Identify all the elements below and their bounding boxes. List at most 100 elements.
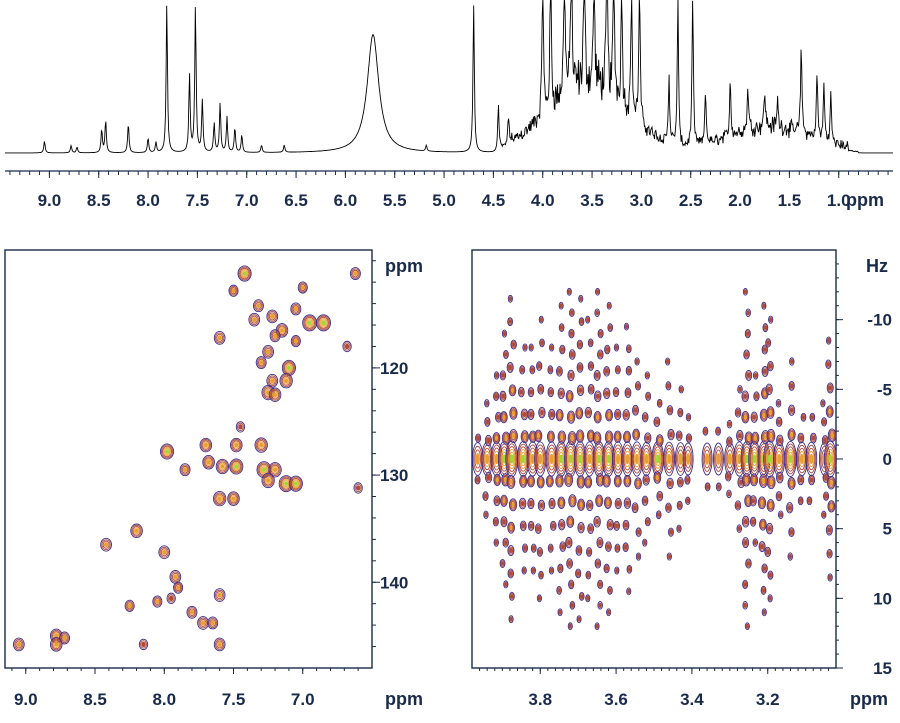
jres-multiplet-satellite [685,477,690,483]
jres-multiplet-satellite [557,563,564,574]
jres-multiplet-satellite [750,411,758,423]
jres-multiplet-satellite [828,478,834,487]
jres-multiplet-satellite [645,518,651,526]
jres-multiplet-satellite [736,524,742,533]
jres-multiplet-satellite [522,543,529,553]
jres-multiplet-satellite [539,317,543,323]
hsqc-peak [261,472,275,489]
jres-multiplet-satellite [535,432,541,440]
jres-multiplet-satellite [823,492,829,500]
jres-multiplet-satellite [578,501,584,509]
jres-multiplet-satellite [767,362,773,370]
jres-multiplet-center [774,444,785,474]
jres-multiplet-satellite [790,383,794,389]
jres-multiplet-satellite [827,500,836,513]
jres-multiplet-satellite [799,435,803,441]
jres-multiplet-satellite [500,516,508,528]
jres-multiplet-satellite [767,594,773,603]
jres-multiplet-satellite [594,391,601,401]
hsqc-peak [343,342,351,351]
jres-multiplet-satellite [787,477,796,490]
hsqc-peak [206,459,211,465]
jres-multiplet-satellite [522,343,528,352]
jres-multiplet-satellite [567,561,572,566]
jres-x-tick-label: 3.4 [680,690,704,709]
jres-multiplet-satellite [586,595,590,601]
hsqc-peak [271,331,279,340]
jres-multiplet-satellite [821,418,827,426]
jres-multiplet-satellite [677,526,681,532]
jres-multiplet-satellite [742,474,750,486]
jres-multiplet-satellite [826,382,834,394]
hsqc-peak [140,640,147,649]
hsqc-peak [49,637,63,652]
jres-multiplet-satellite [580,319,583,324]
jres-multiplet-satellite [633,407,638,413]
jres-multiplet-center [655,451,661,467]
jres-multiplet-satellite [666,383,670,389]
hsqc-peak [214,492,226,505]
jres-multiplet-satellite [499,370,507,381]
jres-multiplet-satellite [635,382,641,390]
hsqc-peak [260,466,268,474]
jres-multiplet-satellite [759,475,767,487]
hsqc-peak [62,635,67,641]
hsqc-peak [291,303,301,315]
hsqc-peak [351,268,360,279]
jres-multiplet-satellite [613,475,622,488]
hsqc-peak [231,439,242,452]
jres-multiplet-satellite [636,383,640,389]
jres-multiplet-satellite [742,537,750,549]
jres-multiplet-satellite [538,571,544,579]
hsqc-x-tick-label: 9.0 [14,690,38,709]
jres-multiplet-satellite [594,412,601,423]
jres-multiplet-satellite [484,512,488,518]
jres-multiplet-satellite [635,479,641,487]
jres-multiplet-satellite [727,439,732,445]
jres-multiplet-satellite [597,601,603,610]
jres-multiplet-satellite [529,389,533,395]
jres-multiplet-satellite [576,430,584,442]
jres-multiplet-satellite [676,500,683,511]
hsqc-peak [166,592,176,604]
jres-multiplet-satellite [742,287,748,296]
jres-multiplet-satellite [636,553,641,560]
jres-multiplet-satellite [509,571,513,576]
jres-multiplet-center [809,453,814,465]
jres-multiplet-satellite [761,344,768,355]
hsqc-peak [284,363,293,373]
hsqc-peak [229,285,238,296]
jres-multiplet-satellite [615,545,619,551]
jres-multiplet-satellite [559,521,564,528]
jres-multiplet-center [765,448,774,470]
hsqc-peak-layer [12,265,363,652]
jres-multiplet-satellite [750,496,756,505]
jres-multiplet-satellite [577,410,581,416]
hsqc-peak [279,328,285,333]
jres-multiplet-satellite [501,497,507,505]
spectrum-tick-label: 3.5 [580,191,604,210]
jres-multiplet-satellite [645,392,651,400]
jres-multiplet-satellite [669,431,673,438]
jres-multiplet-satellite [736,410,740,415]
jres-multiplet-satellite [743,540,748,546]
jres-multiplet-satellite [529,523,533,529]
jres-multiplet-satellite [615,477,621,485]
jres-multiplet-satellite [827,428,837,443]
jres-multiplet-satellite [742,538,749,547]
jres-multiplet-satellite [665,357,671,366]
hsqc-peak [254,437,268,453]
jres-multiplet-satellite [614,431,621,442]
jres-multiplet-satellite [585,570,592,580]
jres-multiplet-satellite [613,520,620,531]
jres-multiplet-satellite [507,521,515,534]
jres-multiplet-satellite [559,324,564,331]
hsqc-peak [293,481,298,486]
jres-multiplet-satellite [757,496,767,510]
jres-multiplet-satellite [737,431,743,441]
jres-multiplet-satellite [763,347,767,352]
jres-multiplet-satellite [762,367,768,376]
jres-multiplet-satellite [744,328,751,339]
jres-multiplet-satellite [527,498,535,510]
jres-multiplet-center [726,449,734,469]
